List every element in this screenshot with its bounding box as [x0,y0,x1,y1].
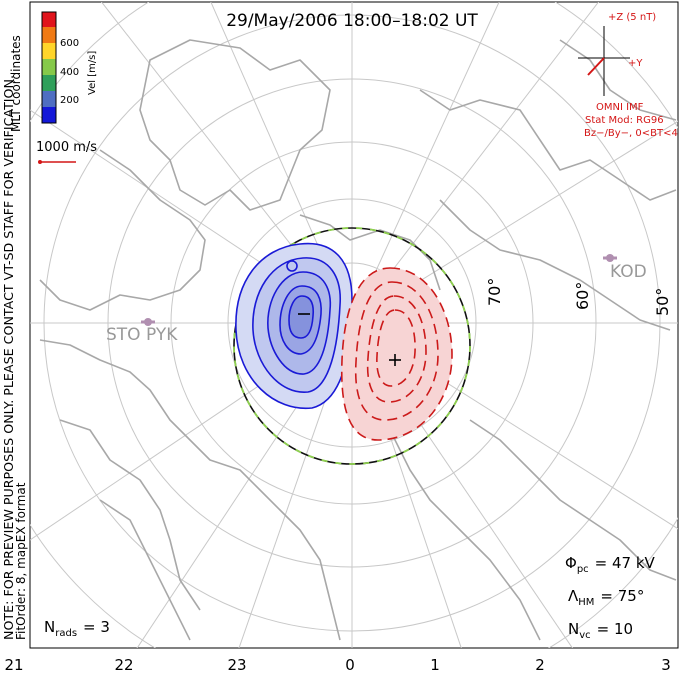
vector-count: Nvc = 10 [568,620,633,641]
mlt-label-21: 21 [4,656,23,674]
mlt-label-23: 23 [227,656,246,674]
lat-label-60: 60° [573,282,592,310]
imf-condition-label: Bz−/By−, 0<BT<4 [584,128,678,139]
svg-text:Nrads= 3: Nrads = 3 [44,618,110,639]
velocity-colorbar [41,11,57,124]
coastlines [39,39,677,641]
polar-cap-potential: Φpc = 47 kV [565,554,656,575]
station-markers [141,254,617,326]
mlt-axis: 21 22 23 0 1 2 3 [4,656,670,674]
lambda-symbol: Λ [568,587,579,605]
imf-z-label: +Z (5 nT) [608,12,656,23]
fit-order-note: FitOrder: 8, mapEX format [14,482,28,640]
mlt-label-0: 0 [345,656,355,674]
phi-symbol: Φ [565,554,577,572]
svg-text:Φpc= 47 kV: Φpc = 47 kV [565,554,656,575]
coordinate-system-label: MLT coordinates [9,35,23,132]
nvc-value: = 10 [597,620,633,638]
lambda-subscript: HM [578,597,594,608]
colorbar-tick-200: 200 [60,95,79,106]
imf-vector-arrow [587,57,605,76]
mlt-label-3: 3 [661,656,671,674]
lat-label-50: 50° [653,288,672,316]
imf-y-label: +Y [628,58,643,69]
nvc-subscript: vc [579,630,590,641]
lat-label-70: 70° [485,278,504,306]
max-potential-marker [389,354,401,366]
nrads-subscript: rads [55,628,77,639]
svg-text:Nvc= 10: Nvc = 10 [568,620,633,641]
station-label-sto: STO [106,325,141,345]
map-title: 29/May/2006 18:00–18:02 UT [226,11,478,31]
station-label-kod: KOD [610,262,647,282]
colorbar-tick-400: 400 [60,67,79,78]
phi-value: = 47 kV [595,554,656,572]
nrads-symbol: N [44,618,55,636]
mlt-label-2: 2 [535,656,545,674]
preview-note: NOTE: FOR PREVIEW PURPOSES ONLY. PLEASE … [2,75,16,640]
mlt-label-1: 1 [430,656,440,674]
mlt-label-22: 22 [114,656,133,674]
svg-text:ΛHM= 75°: ΛHM = 75° [568,587,644,608]
station-label-pyk: PYK [146,325,178,345]
reference-vector-label: 1000 m/s [36,140,97,155]
colorbar-tick-600: 600 [60,38,79,49]
positive-potential-cell [340,267,453,441]
imf-stat-mod-label: Stat Mod: RG96 [585,115,664,126]
nvc-symbol: N [568,620,579,638]
imf-source-label: OMNI IMF [596,102,644,113]
reference-vector [38,160,76,164]
boundary-dashes [233,227,471,465]
negative-potential-cell [235,242,353,410]
phi-subscript: pc [577,564,589,575]
nrads-value: = 3 [83,618,110,636]
radar-count: Nrads = 3 [44,618,110,639]
hm-boundary-latitude: ΛHM = 75° [568,587,644,608]
colorbar-label: Vel [m/s] [87,51,98,95]
lambda-value: = 75° [600,587,644,605]
